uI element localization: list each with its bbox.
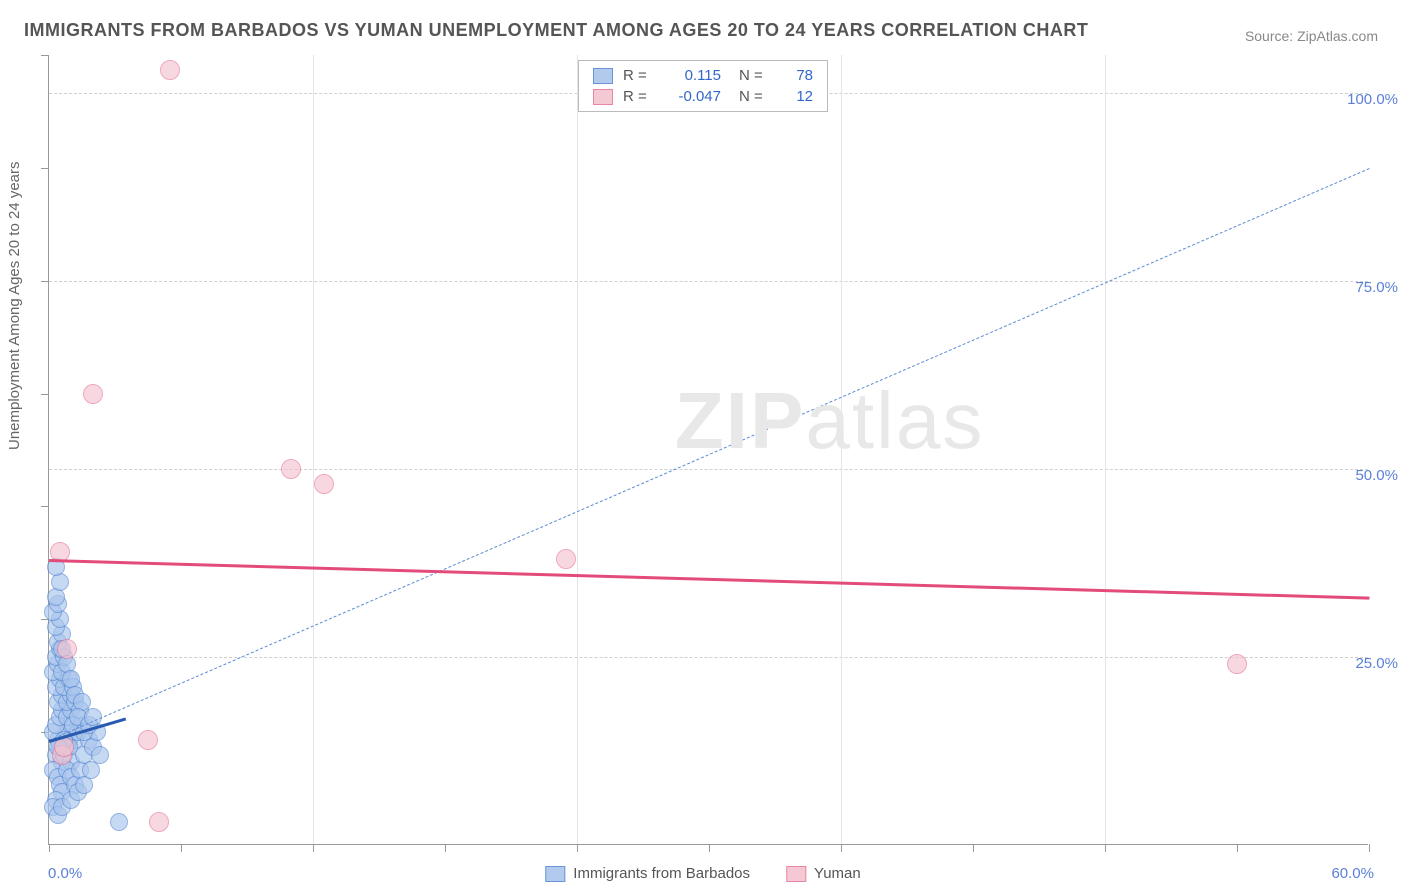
trendline [49,559,1369,600]
y-tick [41,55,49,56]
series-name: Immigrants from Barbados [573,865,750,882]
n-label: N = [739,88,773,105]
data-point [149,812,169,832]
series-name: Yuman [814,865,861,882]
r-value: -0.047 [661,88,721,105]
y-tick [41,281,49,282]
legend-row: R = 0.115 N = 78 [579,65,827,86]
legend-swatch [545,866,565,882]
data-point [91,746,109,764]
x-axis-end-label: 60.0% [1331,865,1374,882]
legend-swatch [593,89,613,105]
y-axis-title: Unemployment Among Ages 20 to 24 years [6,161,23,450]
y-tick-label: 75.0% [1355,279,1398,296]
x-tick [709,844,710,852]
data-point [281,459,301,479]
chart-title: IMMIGRANTS FROM BARBADOS VS YUMAN UNEMPL… [24,20,1088,41]
data-point [57,639,77,659]
n-value: 78 [783,67,813,84]
legend-item: Yuman [786,865,861,882]
gridline-v [1105,55,1106,844]
data-point [160,60,180,80]
gridline-h [49,281,1368,282]
plot-area [48,55,1368,845]
x-tick [1105,844,1106,852]
n-value: 12 [783,88,813,105]
y-tick [41,506,49,507]
x-tick [49,844,50,852]
r-value: 0.115 [661,67,721,84]
x-tick [841,844,842,852]
y-tick-label: 25.0% [1355,655,1398,672]
data-point [314,474,334,494]
y-tick-label: 100.0% [1347,91,1398,108]
gridline-v [841,55,842,844]
x-tick [577,844,578,852]
x-tick [181,844,182,852]
gridline-h [49,469,1368,470]
y-tick [41,168,49,169]
series-legend: Immigrants from Barbados Yuman [545,865,860,882]
data-point [1227,654,1247,674]
data-point [556,549,576,569]
x-tick [1369,844,1370,852]
y-tick [41,394,49,395]
r-label: R = [623,67,651,84]
correlation-legend: R = 0.115 N = 78 R = -0.047 N = 12 [578,60,828,112]
trendline [49,168,1369,741]
gridline-v [577,55,578,844]
data-point [83,384,103,404]
x-tick [445,844,446,852]
gridline-v [313,55,314,844]
n-label: N = [739,67,773,84]
legend-swatch [786,866,806,882]
legend-swatch [593,68,613,84]
x-tick [973,844,974,852]
data-point [110,813,128,831]
gridline-h [49,657,1368,658]
data-point [138,730,158,750]
legend-item: Immigrants from Barbados [545,865,750,882]
r-label: R = [623,88,651,105]
legend-row: R = -0.047 N = 12 [579,86,827,107]
y-tick-label: 50.0% [1355,467,1398,484]
source-credit: Source: ZipAtlas.com [1245,28,1378,44]
x-axis-start-label: 0.0% [48,865,82,882]
x-tick [1237,844,1238,852]
x-tick [313,844,314,852]
